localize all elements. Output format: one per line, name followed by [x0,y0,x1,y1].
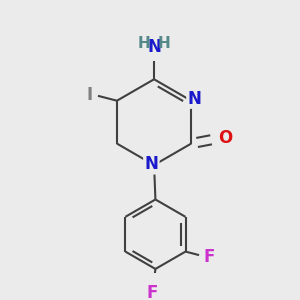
Text: F: F [203,248,215,266]
Text: N: N [144,155,158,173]
Text: I: I [87,86,93,104]
Text: F: F [146,284,158,300]
Text: H: H [158,35,171,50]
Text: N: N [188,89,201,107]
Text: N: N [147,38,161,56]
Text: O: O [218,129,232,147]
Text: H: H [137,35,150,50]
